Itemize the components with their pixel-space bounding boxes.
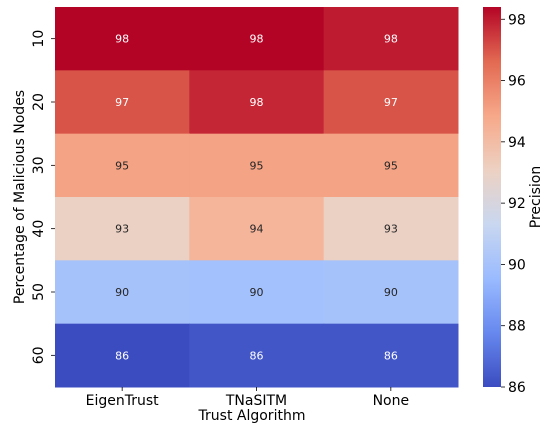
colorbar-ticks: 86 88 90 92 94 96 98	[501, 12, 526, 396]
heatmap-cell	[55, 323, 190, 388]
heatmap-cell	[323, 70, 459, 135]
x-tick-label: None	[373, 393, 410, 409]
colorbar-tick-label: 94	[508, 135, 526, 151]
cell-value-label: 95	[250, 159, 264, 172]
cell-value-label: 93	[115, 223, 129, 236]
y-tick-label: 10	[31, 30, 47, 48]
cell-value-label: 86	[384, 349, 398, 362]
colorbar-tick-label: 98	[508, 12, 526, 28]
heatmap-cell	[189, 323, 325, 388]
y-tick-label: 30	[31, 156, 47, 174]
heatmap-cell	[189, 70, 325, 135]
heatmap-cell	[55, 197, 190, 261]
heatmap-cell	[323, 323, 459, 388]
cell-value-label: 97	[115, 96, 129, 109]
heatmap-cell	[55, 70, 190, 135]
heatmap-cell	[189, 7, 325, 71]
cell-value-label: 95	[384, 159, 398, 172]
heatmap-cell-labels: 98 98 98 97 98 97 95 95 95 93 94 93 90 90 90 86 86 86	[115, 33, 398, 363]
colorbar: 86 88 90 92 94 96 98 Precision	[483, 7, 544, 396]
heatmap-cell	[189, 260, 325, 325]
heatmap-cell	[189, 197, 325, 261]
heatmap-cell	[323, 133, 459, 198]
heatmap-cells	[55, 7, 459, 388]
heatmap-cell	[323, 197, 459, 261]
x-axis-label: Trust Algorithm	[198, 408, 306, 424]
y-tick-label: 40	[31, 220, 47, 238]
heatmap-cell	[323, 260, 459, 325]
colorbar-tick-label: 86	[508, 380, 526, 396]
x-tick-label: EigenTrust	[86, 393, 160, 409]
cell-value-label: 98	[115, 33, 129, 46]
cell-value-label: 97	[384, 96, 398, 109]
colorbar-label: Precision	[528, 166, 544, 228]
cell-value-label: 86	[115, 349, 129, 362]
heatmap-cell	[189, 133, 325, 198]
y-tick-label: 50	[31, 283, 47, 301]
y-axis-ticks: 10 20 30 40 50 60	[31, 30, 55, 364]
cell-value-label: 98	[384, 33, 398, 46]
heatmap-cell	[55, 133, 190, 198]
y-tick-label: 60	[31, 346, 47, 364]
cell-value-label: 95	[115, 159, 129, 172]
cell-value-label: 98	[250, 33, 264, 46]
colorbar-tick-label: 88	[508, 319, 526, 335]
heatmap-cell	[55, 260, 190, 325]
x-axis-ticks: EigenTrust TNaSITM None	[86, 387, 409, 409]
cell-value-label: 93	[384, 223, 398, 236]
cell-value-label: 90	[250, 286, 264, 299]
y-axis-label: Percentage of Malicious Nodes	[12, 90, 28, 304]
cell-value-label: 98	[250, 96, 264, 109]
heatmap-cell	[323, 7, 459, 71]
colorbar-tick-label: 92	[508, 196, 526, 212]
colorbar-tick-label: 96	[508, 74, 526, 90]
heatmap-cell	[55, 7, 190, 71]
y-tick-label: 20	[31, 93, 47, 111]
cell-value-label: 90	[384, 286, 398, 299]
colorbar-tick-label: 90	[508, 257, 526, 273]
cell-value-label: 94	[250, 223, 264, 236]
x-tick-label: TNaSITM	[225, 393, 287, 409]
cell-value-label: 86	[250, 349, 264, 362]
cell-value-label: 90	[115, 286, 129, 299]
colorbar-gradient	[483, 7, 501, 387]
